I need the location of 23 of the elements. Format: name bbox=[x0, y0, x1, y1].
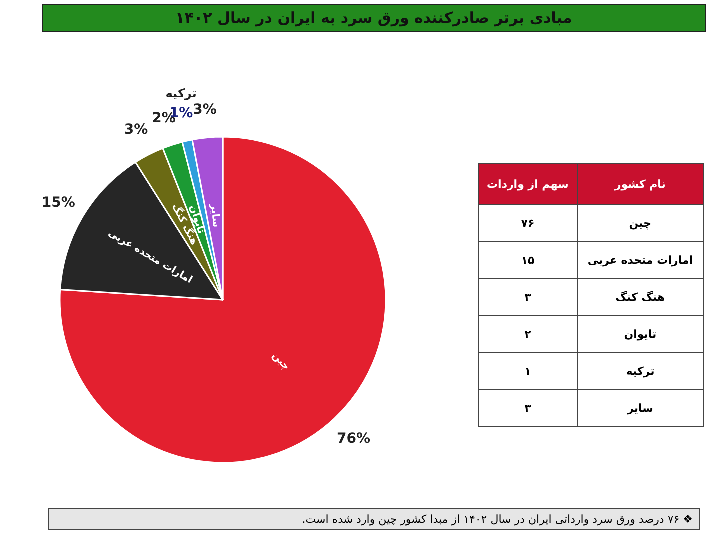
text: ۲ bbox=[478, 316, 578, 352]
category-label: چین bbox=[629, 216, 652, 230]
text: ۳ bbox=[478, 278, 578, 316]
text: ۱ bbox=[478, 352, 578, 390]
category-label: امارات متحده عربی bbox=[588, 254, 694, 266]
data-label: 15% bbox=[42, 194, 76, 211]
text: ❖ ۷۶ درصد ورق سرد وارداتی ایران در سال ۱۴۰۲ از مبدا کشور چین وارد شده است. bbox=[48, 508, 700, 530]
chart-title: مبادی برتر صادرکننده ورق سرد به ایران در سال ۱۴۰۲ bbox=[42, 4, 706, 32]
text: ۳ bbox=[478, 390, 578, 426]
category-label: تایوان bbox=[624, 328, 657, 340]
slice-label: چین bbox=[270, 350, 292, 373]
text: ۷۶ bbox=[478, 204, 578, 242]
slice-label: ترکیه bbox=[166, 86, 197, 101]
data-label: 3% bbox=[124, 122, 148, 138]
text: سهم از واردات bbox=[478, 164, 578, 204]
data-label: 76% bbox=[336, 431, 371, 448]
category-label: سایر bbox=[627, 402, 654, 414]
slice-label: سایر bbox=[208, 202, 222, 228]
data-label: 3% bbox=[193, 102, 217, 118]
text: نام کشور bbox=[577, 164, 704, 204]
category-label: هنگ کنگ bbox=[616, 290, 666, 304]
category-label: ترکیه bbox=[626, 364, 655, 378]
text: ۱۵ bbox=[478, 242, 578, 278]
